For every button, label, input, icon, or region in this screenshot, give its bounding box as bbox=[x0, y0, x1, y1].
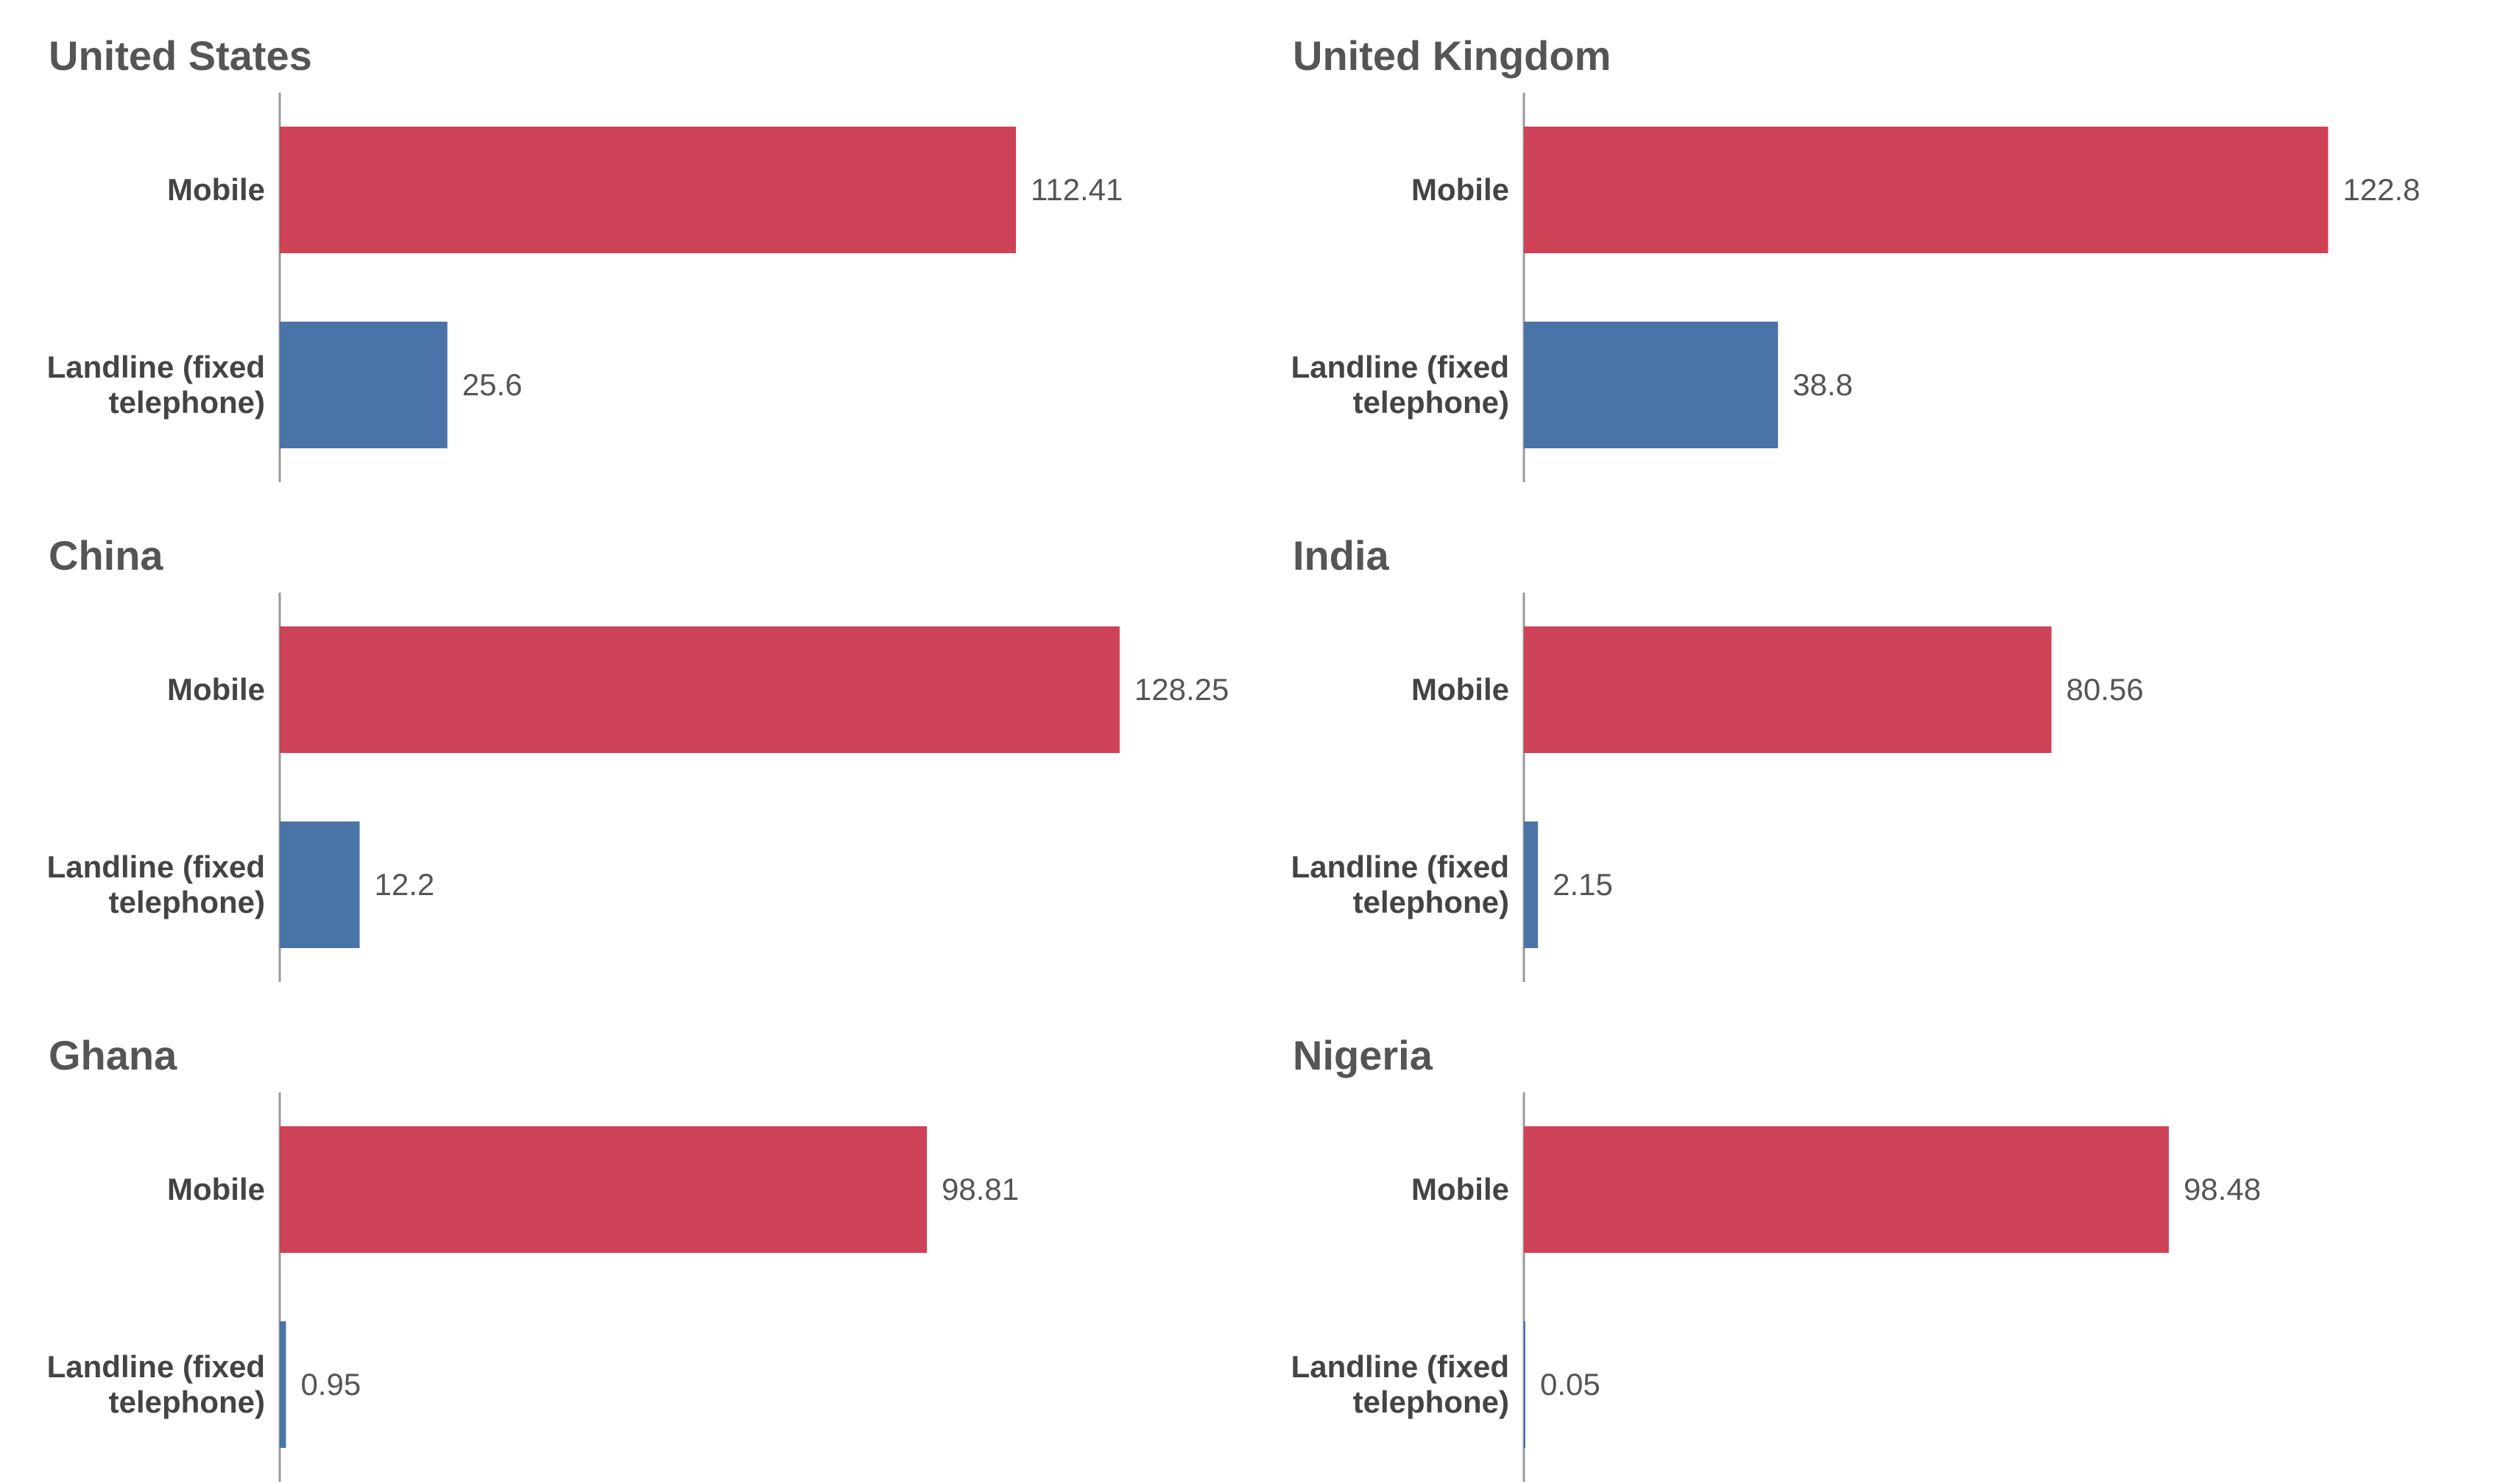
bar-landline-india bbox=[1524, 822, 1539, 948]
value-label-mobile-ghana: 98.81 bbox=[942, 1172, 1019, 1206]
bar-mobile-ghana bbox=[280, 1126, 928, 1253]
category-label-landline-china: Landline (fixed bbox=[47, 849, 265, 884]
panel-title-united-kingdom: United Kingdom bbox=[1293, 32, 1611, 79]
bar-landline-united-states bbox=[280, 322, 448, 448]
value-label-landline-united-states: 25.6 bbox=[462, 367, 523, 402]
bar-landline-nigeria bbox=[1524, 1321, 1525, 1448]
value-label-mobile-united-kingdom: 122.8 bbox=[2343, 172, 2420, 207]
category-label-mobile-ghana: Mobile bbox=[167, 1172, 265, 1206]
bar-landline-ghana bbox=[280, 1321, 286, 1448]
category-label-mobile-united-kingdom: Mobile bbox=[1411, 172, 1509, 207]
category-label-landline-india: telephone) bbox=[1353, 885, 1509, 919]
value-label-landline-ghana: 0.95 bbox=[300, 1367, 361, 1402]
value-label-mobile-india: 80.56 bbox=[2066, 672, 2144, 707]
category-label-landline-united-kingdom: telephone) bbox=[1353, 385, 1509, 420]
value-label-mobile-china: 128.25 bbox=[1134, 672, 1229, 707]
panel-title-india: India bbox=[1293, 532, 1390, 579]
category-label-landline-united-states: Landline (fixed bbox=[47, 350, 265, 384]
category-label-landline-ghana: telephone) bbox=[109, 1385, 265, 1419]
value-label-landline-nigeria: 0.05 bbox=[1540, 1367, 1600, 1402]
category-label-landline-india: Landline (fixed bbox=[1291, 849, 1509, 884]
category-label-landline-united-states: telephone) bbox=[109, 385, 265, 420]
panel-title-united-states: United States bbox=[49, 32, 312, 79]
value-label-landline-india: 2.15 bbox=[1553, 867, 1613, 902]
value-label-landline-china: 12.2 bbox=[375, 867, 435, 902]
panel-title-nigeria: Nigeria bbox=[1293, 1032, 1433, 1078]
bar-mobile-india bbox=[1524, 626, 2052, 753]
category-label-landline-china: telephone) bbox=[109, 885, 265, 919]
panel-title-ghana: Ghana bbox=[49, 1032, 177, 1078]
category-label-landline-nigeria: Landline (fixed bbox=[1291, 1349, 1509, 1384]
value-label-landline-united-kingdom: 38.8 bbox=[1793, 367, 1853, 402]
category-label-mobile-china: Mobile bbox=[167, 672, 265, 707]
bar-mobile-united-kingdom bbox=[1524, 127, 2329, 253]
category-label-landline-nigeria: telephone) bbox=[1353, 1385, 1509, 1419]
value-label-mobile-united-states: 112.41 bbox=[1031, 172, 1123, 207]
category-label-landline-ghana: Landline (fixed bbox=[47, 1349, 265, 1384]
value-label-mobile-nigeria: 98.48 bbox=[2183, 1172, 2261, 1206]
bar-mobile-nigeria bbox=[1524, 1126, 2170, 1253]
category-label-landline-united-kingdom: Landline (fixed bbox=[1291, 350, 1509, 384]
bar-mobile-china bbox=[280, 626, 1120, 753]
bar-landline-united-kingdom bbox=[1524, 322, 1779, 448]
bar-mobile-united-states bbox=[280, 127, 1016, 253]
category-label-mobile-india: Mobile bbox=[1411, 672, 1509, 707]
bar-landline-china bbox=[280, 822, 360, 948]
panel-title-china: China bbox=[49, 532, 163, 579]
category-label-mobile-nigeria: Mobile bbox=[1411, 1172, 1509, 1206]
category-label-mobile-united-states: Mobile bbox=[167, 172, 265, 207]
